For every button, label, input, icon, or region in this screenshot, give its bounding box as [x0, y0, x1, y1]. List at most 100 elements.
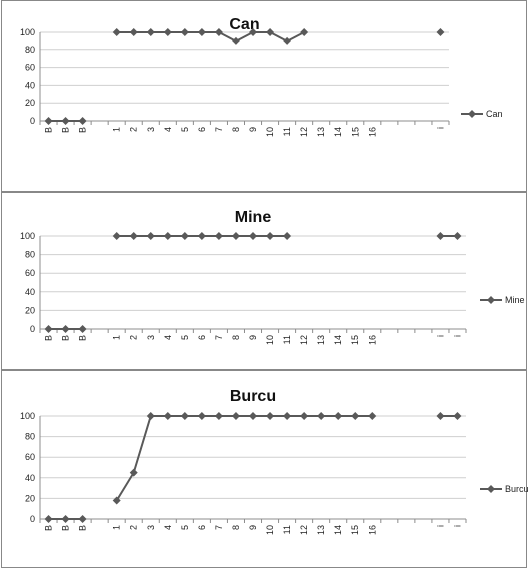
x-tick-label: B — [78, 127, 88, 133]
data-point — [334, 412, 343, 420]
data-point — [112, 232, 121, 240]
data-point — [214, 28, 223, 36]
y-tick-label: 20 — [25, 98, 35, 108]
y-tick-label: 100 — [20, 231, 35, 241]
x-tick-label: 5 — [180, 525, 190, 530]
x-tick-label: B — [61, 335, 71, 341]
x-tick-label: 8 — [231, 127, 241, 132]
data-point — [180, 232, 189, 240]
data-point — [453, 412, 462, 420]
y-tick-label: 0 — [30, 116, 35, 126]
data-point — [249, 412, 257, 420]
x-tick-label: 14 — [333, 335, 343, 345]
data-point — [146, 28, 155, 36]
x-tick-label: B — [44, 525, 54, 531]
data-point — [78, 325, 87, 333]
x-tick-label: 4 — [163, 127, 173, 132]
x-tick-label: 9 — [248, 335, 258, 340]
x-tick-label: i — [435, 525, 445, 527]
data-point — [44, 117, 53, 125]
series-line — [116, 31, 305, 43]
data-point — [44, 515, 53, 523]
x-tick-label: 7 — [214, 335, 224, 340]
x-tick-label: 13 — [316, 525, 326, 535]
legend-label: Mine — [505, 295, 525, 305]
chart-title: Mine — [235, 209, 272, 226]
data-point — [163, 412, 172, 420]
chart-panel-mine: Mine 0 20 40 60 80 100 B B B 1 2 3 4 5 6 7 8 9 10 11 12 13 14 15… — [1, 192, 527, 370]
y-tick-label: 80 — [25, 45, 35, 55]
y-tick-label: 0 — [30, 514, 35, 524]
x-tick-label: 15 — [350, 525, 360, 535]
data-point — [266, 28, 275, 36]
data-point — [129, 28, 138, 36]
chart-panel-can: Can 0 20 40 60 80 100 B B B 1 2 3 4 5 6 7 8 9 10 11 12 13 14 15 1… — [1, 0, 527, 192]
data-point — [129, 232, 138, 240]
data-point — [266, 232, 275, 240]
data-point — [283, 36, 292, 45]
data-point — [78, 515, 87, 523]
x-tick-label: 8 — [231, 335, 241, 340]
x-tick-label: 2 — [129, 525, 139, 530]
y-tick-label: 60 — [25, 63, 35, 73]
x-tick-label: 9 — [248, 525, 258, 530]
x-tick-label: 10 — [265, 525, 275, 535]
x-tick-label: 3 — [146, 525, 156, 530]
x-tick-label: 15 — [350, 335, 360, 345]
legend-label: Can — [486, 109, 503, 119]
x-tick-label: 10 — [265, 335, 275, 345]
data-point — [266, 412, 275, 420]
x-tick-label: 12 — [299, 127, 309, 137]
x-tick-label: i — [435, 335, 445, 337]
data-point — [214, 412, 223, 420]
x-tick-label: 12 — [299, 525, 309, 535]
y-tick-label: 20 — [25, 305, 35, 315]
y-tick-label: 40 — [25, 80, 35, 90]
x-tick-label: 4 — [163, 335, 173, 340]
x-tick-label: 11 — [282, 525, 292, 534]
x-tick-label: 10 — [265, 127, 275, 137]
x-tick-label: B — [78, 335, 88, 341]
x-tick-label: 12 — [299, 335, 309, 345]
data-point — [112, 496, 121, 505]
x-tick-label: 7 — [214, 127, 224, 132]
data-point — [129, 468, 138, 477]
y-tick-label: 60 — [25, 268, 35, 278]
data-point — [44, 325, 53, 333]
data-point — [300, 28, 309, 36]
x-tick-label: 13 — [316, 335, 326, 345]
data-point — [351, 412, 360, 420]
data-point — [180, 412, 189, 420]
x-tick-label: 6 — [197, 335, 207, 340]
y-tick-label: 0 — [30, 324, 35, 334]
data-point — [61, 117, 70, 125]
legend-marker — [487, 296, 495, 304]
data-point — [146, 232, 155, 240]
x-tick-label: B — [44, 127, 54, 133]
x-tick-label: 13 — [316, 127, 326, 137]
x-tick-label: 2 — [129, 335, 139, 340]
data-point — [436, 232, 445, 240]
legend-label: Burcu — [505, 484, 528, 494]
x-tick-label: 14 — [333, 127, 343, 137]
y-tick-label: 60 — [25, 452, 35, 462]
x-tick-label: 9 — [248, 127, 258, 132]
x-tick-label: i — [435, 127, 445, 129]
data-point — [197, 28, 206, 36]
series-line — [115, 415, 373, 501]
x-tick-label: 1 — [112, 525, 122, 530]
x-tick-label: 11 — [282, 335, 292, 344]
data-point — [197, 412, 206, 420]
x-tick-label: 1 — [112, 335, 122, 340]
x-tick-label: i — [452, 335, 462, 337]
data-point — [197, 232, 206, 240]
y-tick-label: 20 — [25, 493, 35, 503]
data-point — [163, 28, 172, 36]
data-point — [368, 412, 377, 420]
x-tick-label: 16 — [367, 127, 377, 137]
x-tick-label: B — [61, 127, 71, 133]
